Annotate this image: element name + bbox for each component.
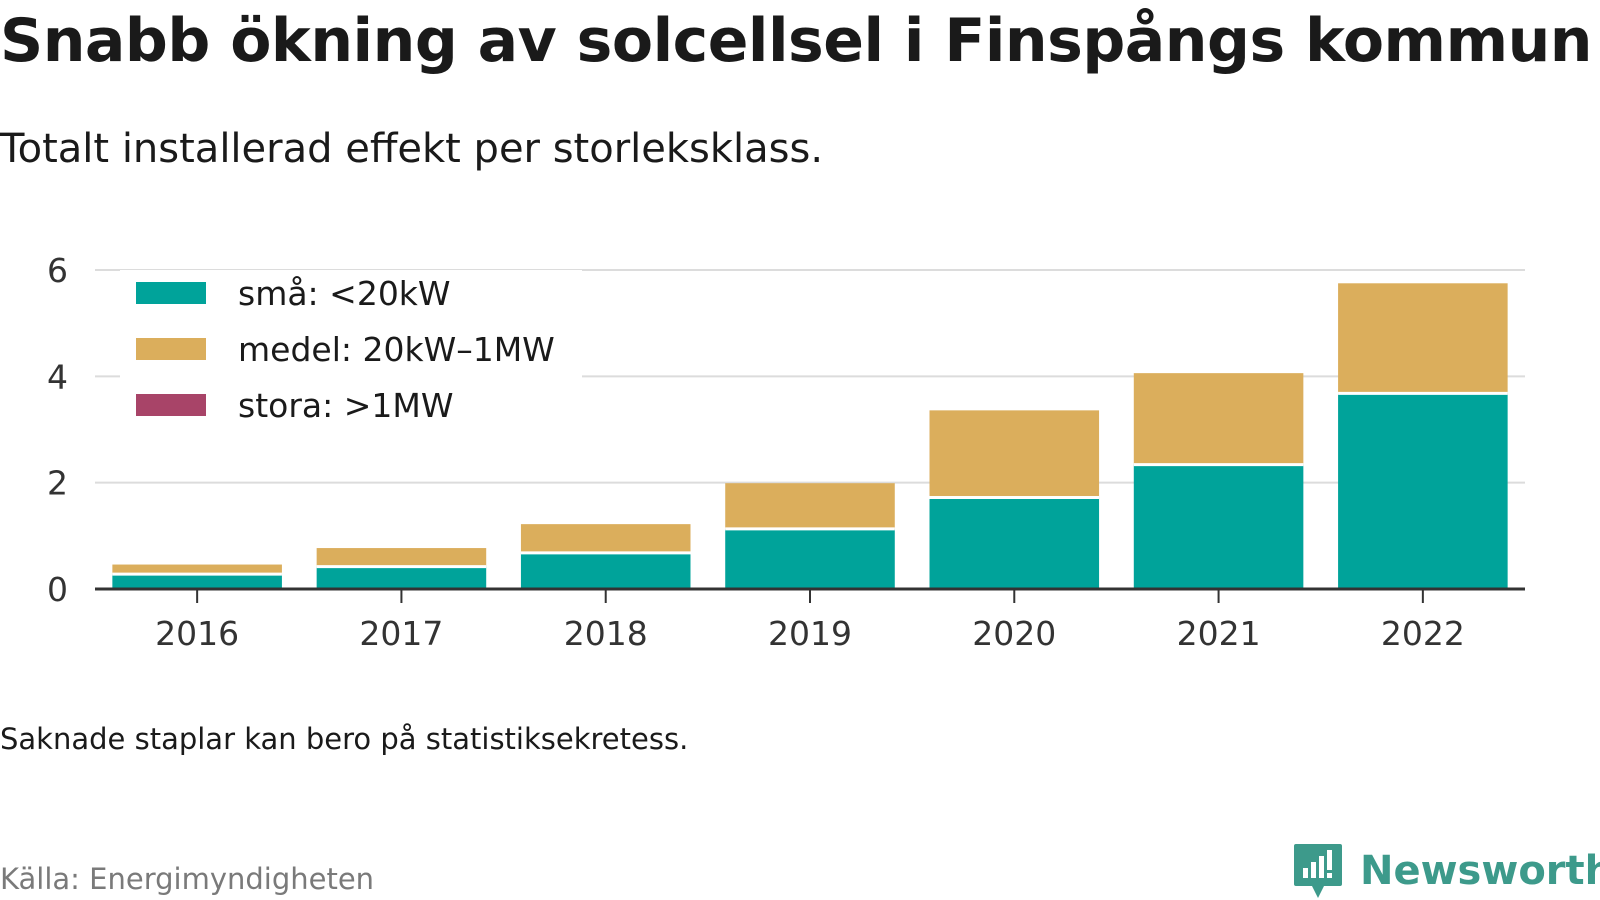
bar-segment-2 [1338,283,1508,394]
bar-segment-1 [725,528,895,589]
newsworthy-logo-icon [1294,844,1342,898]
legend-label: medel: 20kW–1MW [238,330,555,369]
y-tick-label: 6 [47,251,68,290]
source-label: Källa: Energimyndigheten [0,862,375,896]
legend-swatch [136,394,206,416]
footnote: Saknade staplar kan bero på statistiksek… [0,722,689,756]
bar-segment-1 [1338,393,1508,589]
x-tick-label: 2019 [768,614,852,653]
y-tick-label: 2 [47,464,68,503]
legend-label: små: <20kW [238,274,451,313]
y-tick-label: 4 [47,357,68,396]
brand-logo: Newsworthy [1292,842,1600,900]
bar-segment-2 [725,483,895,529]
brand-name: Newsworthy [1360,848,1600,894]
y-tick-label: 0 [47,570,68,609]
bar-segment-2 [929,410,1100,498]
legend-swatch [136,282,206,304]
x-tick-label: 2016 [155,614,239,653]
chart-title: Snabb ökning av solcellsel i Finspångs k… [0,6,1593,76]
x-tick-label: 2017 [359,614,443,653]
bar-segment-1 [520,552,691,589]
x-tick-label: 2022 [1381,614,1465,653]
bar-segment-2 [1133,373,1304,465]
bar-segment-2 [520,524,691,553]
x-tick-label: 2018 [564,614,648,653]
bar-segment-1 [1133,464,1304,589]
stacked-bar-chart: 0 2 4 6 2016 2017 2018 2019 2020 2021 2022 små: <20… [47,251,1525,653]
x-tick-label: 2020 [972,614,1056,653]
bar-segment-2 [112,564,282,575]
bar-segment-1 [929,497,1100,589]
bar-segment-2 [316,548,487,567]
legend-swatch [136,338,206,360]
chart-subtitle: Totalt installerad effekt per storlekskl… [0,126,824,172]
bar-segment-1 [316,566,487,589]
legend-label: stora: >1MW [238,386,453,425]
x-tick-label: 2021 [1177,614,1261,653]
bar-segment-1 [112,574,282,589]
